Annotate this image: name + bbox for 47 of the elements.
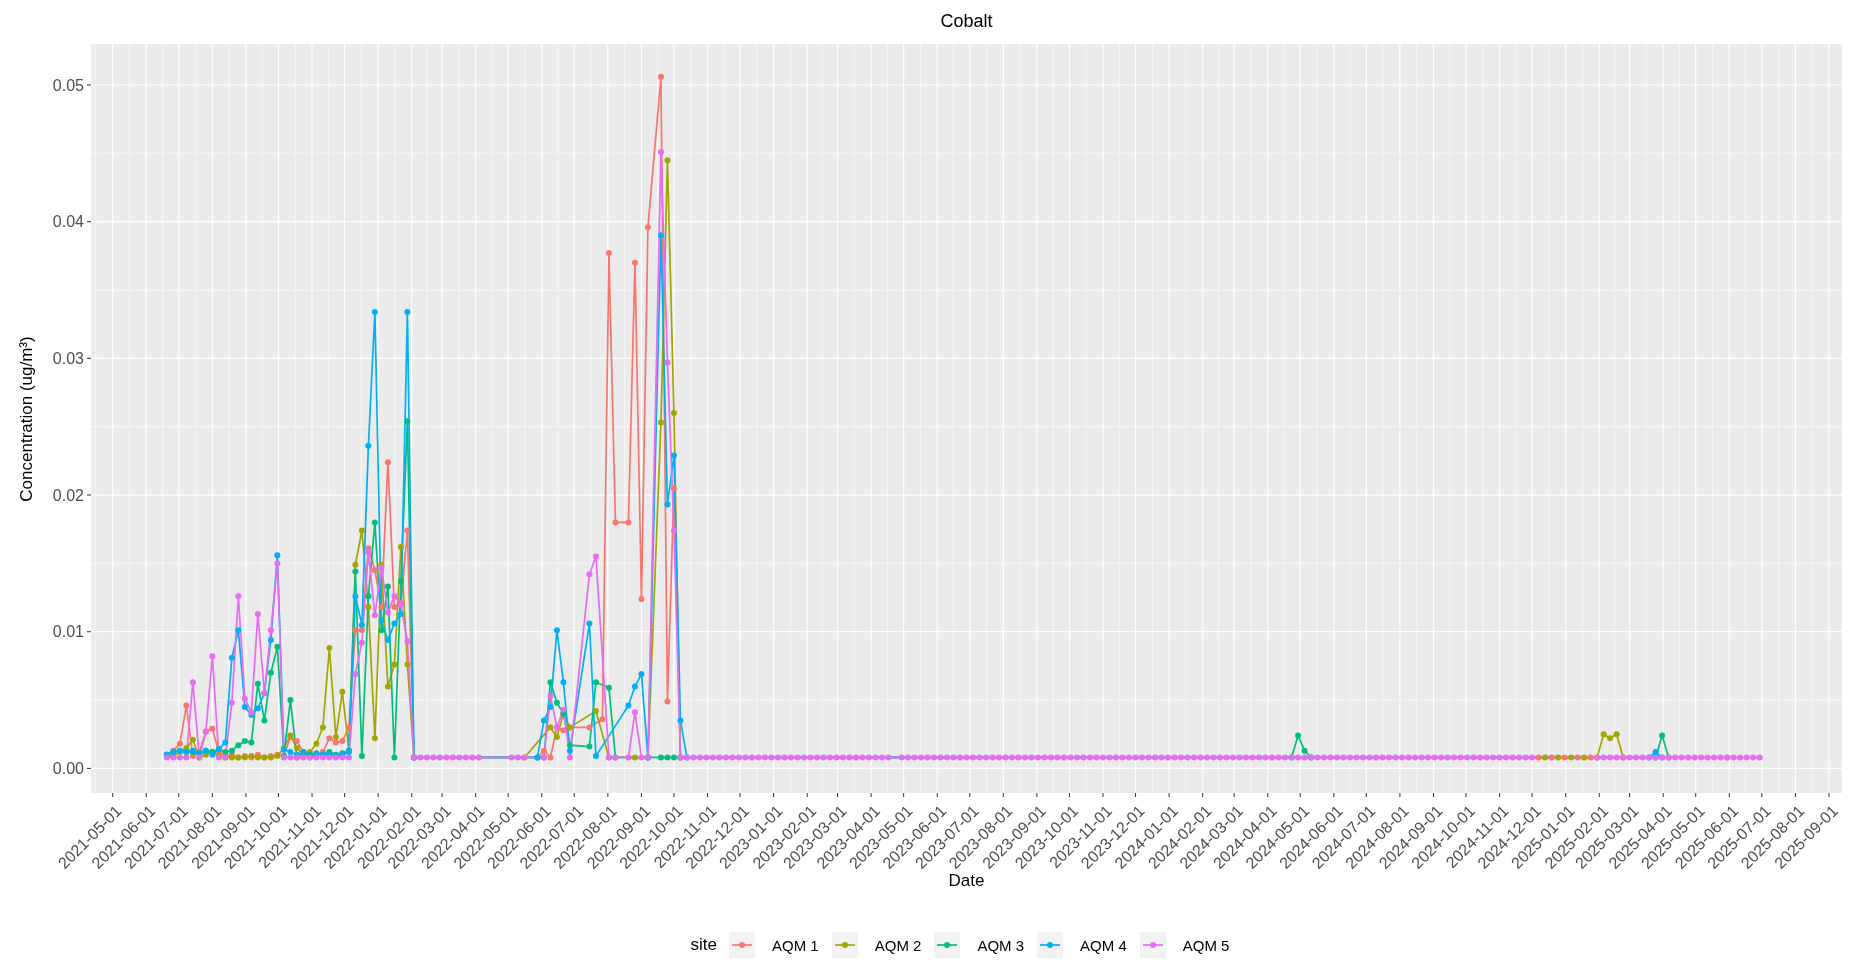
y-tick-label: 0.05 — [52, 76, 85, 94]
point — [664, 501, 671, 508]
point — [287, 749, 294, 755]
point — [631, 683, 638, 690]
point — [592, 753, 599, 760]
point — [553, 627, 560, 634]
point — [586, 620, 593, 627]
point — [235, 627, 242, 634]
point — [371, 308, 378, 315]
point — [1652, 749, 1659, 755]
legend-label: AQM 5 — [1182, 936, 1230, 954]
point — [365, 442, 372, 449]
y-tick-label: 0.03 — [52, 350, 85, 368]
point — [267, 636, 274, 643]
point — [560, 679, 567, 686]
point — [566, 747, 573, 754]
point — [625, 702, 632, 709]
point — [670, 452, 677, 459]
point — [228, 654, 235, 661]
point — [657, 232, 664, 239]
point — [404, 308, 411, 315]
point — [397, 610, 404, 617]
point — [384, 636, 391, 643]
legend-label: AQM 3 — [977, 936, 1025, 954]
x-axis-title: Date — [948, 871, 985, 891]
point — [677, 717, 684, 724]
point — [378, 617, 385, 624]
point — [638, 671, 645, 678]
point — [241, 703, 248, 710]
point — [274, 552, 281, 559]
legend-label: AQM 4 — [1080, 936, 1127, 954]
chart-title: Cobalt — [939, 10, 994, 32]
y-tick-label: 0.02 — [52, 486, 85, 504]
point — [540, 717, 547, 724]
legend-title: site — [690, 935, 718, 955]
y-tick-label: 0.01 — [52, 623, 85, 641]
point — [352, 593, 359, 600]
point — [254, 705, 261, 712]
y-axis-title: Concentration (ug/m³) — [17, 335, 37, 502]
y-tick-label: 0.00 — [52, 760, 85, 778]
legend-label: AQM 1 — [772, 936, 819, 954]
point — [391, 620, 398, 627]
point — [358, 621, 365, 628]
point — [222, 739, 229, 746]
legend-label: AQM 2 — [874, 936, 922, 954]
y-tick-label: 0.04 — [52, 213, 85, 231]
point — [547, 703, 554, 710]
